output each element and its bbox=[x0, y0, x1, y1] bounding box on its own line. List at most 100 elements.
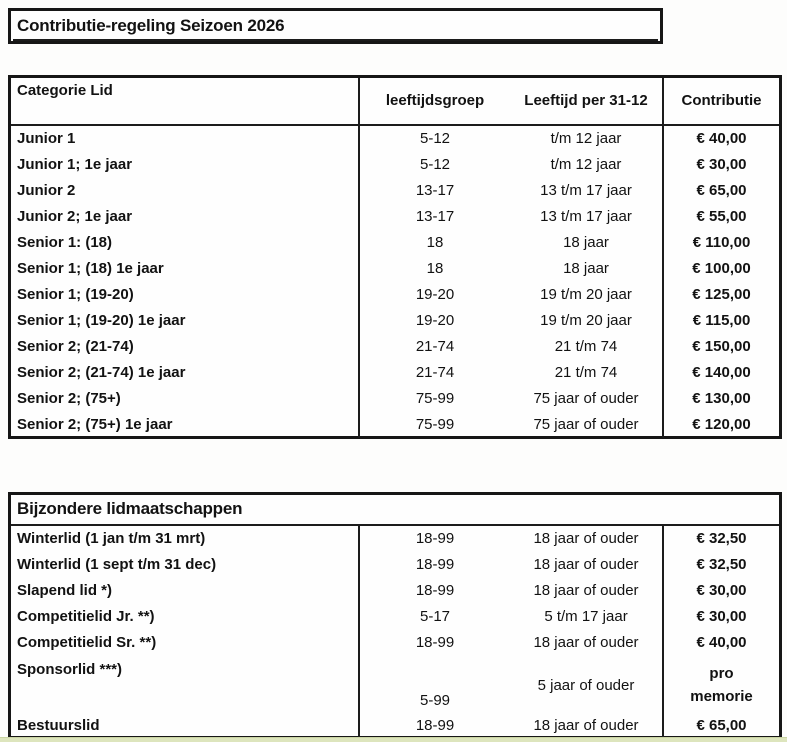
age-at-dec31: 18 jaar bbox=[563, 260, 609, 277]
age-group: 5-12 bbox=[419, 130, 451, 147]
age-at-dec31: 5 t/m 17 jaar bbox=[544, 608, 628, 625]
age-group: 13-17 bbox=[415, 182, 455, 199]
header-age-group: leeftijdsgroep bbox=[385, 92, 485, 109]
member-category: Senior 1; (19-20) 1e jaar bbox=[11, 308, 360, 334]
age-group: 18-99 bbox=[415, 634, 455, 651]
member-category: Senior 1; (18) 1e jaar bbox=[11, 256, 360, 282]
table-row: Senior 2; (21-74) 21-74 21 t/m 74 € 150,… bbox=[11, 334, 779, 360]
age-at-dec31: 13 t/m 17 jaar bbox=[540, 208, 632, 225]
fee-amount: € 40,00 bbox=[662, 630, 779, 656]
table-row: Slapend lid *) 18-99 18 jaar of ouder € … bbox=[11, 578, 779, 604]
age-at-dec31: 19 t/m 20 jaar bbox=[540, 286, 632, 303]
table-row: Bestuurslid 18-99 18 jaar of ouder € 65,… bbox=[11, 714, 779, 738]
fee-amount: € 55,00 bbox=[662, 204, 779, 230]
age-group: 75-99 bbox=[415, 416, 455, 433]
age-at-dec31: 18 jaar of ouder bbox=[533, 717, 639, 734]
header-fee: Contributie bbox=[662, 78, 779, 124]
member-category: Bestuurslid bbox=[11, 714, 360, 738]
fee-amount: € 30,00 bbox=[662, 578, 779, 604]
table-row: Winterlid (1 sept t/m 31 dec) 18-99 18 j… bbox=[11, 552, 779, 578]
document-title-box: Contributie-regeling Seizoen 2026 bbox=[8, 8, 663, 44]
table-row: Junior 2; 1e jaar 13-17 13 t/m 17 jaar €… bbox=[11, 204, 779, 230]
member-category: Junior 1; 1e jaar bbox=[11, 152, 360, 178]
fee-amount: € 140,00 bbox=[662, 360, 779, 386]
table-row: Junior 1; 1e jaar 5-12 t/m 12 jaar € 30,… bbox=[11, 152, 779, 178]
header-age-per-dec31: Leeftijd per 31-12 bbox=[524, 92, 648, 109]
age-at-dec31: 75 jaar of ouder bbox=[533, 390, 639, 407]
age-at-dec31: 19 t/m 20 jaar bbox=[540, 312, 632, 329]
age-at-dec31: 18 jaar of ouder bbox=[533, 582, 639, 599]
age-at-dec31: 18 jaar of ouder bbox=[533, 530, 639, 547]
age-group: 5-17 bbox=[419, 608, 451, 625]
fee-amount: € 125,00 bbox=[662, 282, 779, 308]
fee-amount: € 130,00 bbox=[662, 386, 779, 412]
age-at-dec31: 5 jaar of ouder bbox=[537, 676, 635, 694]
member-category: Senior 2; (21-74) bbox=[11, 334, 360, 360]
age-at-dec31: 21 t/m 74 bbox=[554, 364, 618, 381]
table-row: Senior 2; (75+) 75-99 75 jaar of ouder €… bbox=[11, 386, 779, 412]
table-row: Competitielid Sr. **) 18-99 18 jaar of o… bbox=[11, 630, 779, 656]
fee-amount: € 110,00 bbox=[662, 230, 779, 256]
fee-amount: € 32,50 bbox=[662, 526, 779, 552]
age-group: 5-12 bbox=[419, 156, 451, 173]
header-category: Categorie Lid bbox=[11, 78, 360, 124]
member-category: Competitielid Jr. **) bbox=[11, 604, 360, 630]
table-header-row: Categorie Lid leeftijdsgroep Leeftijd pe… bbox=[11, 78, 779, 126]
age-at-dec31: 13 t/m 17 jaar bbox=[540, 182, 632, 199]
table-row: Senior 2; (21-74) 1e jaar 21-74 21 t/m 7… bbox=[11, 360, 779, 386]
age-group: 21-74 bbox=[415, 338, 455, 355]
special-memberships-table: Bijzondere lidmaatschappen Winterlid (1 … bbox=[8, 492, 782, 739]
age-group: 19-20 bbox=[415, 286, 455, 303]
fee-amount: € 32,50 bbox=[662, 552, 779, 578]
member-category: Winterlid (1 jan t/m 31 mrt) bbox=[11, 526, 360, 552]
contribution-table: Categorie Lid leeftijdsgroep Leeftijd pe… bbox=[8, 75, 782, 439]
age-group: 18-99 bbox=[415, 530, 455, 547]
special-table-title: Bijzondere lidmaatschappen bbox=[11, 495, 779, 526]
age-at-dec31: t/m 12 jaar bbox=[550, 156, 622, 173]
member-category: Senior 2; (75+) 1e jaar bbox=[11, 412, 360, 438]
table-row: Winterlid (1 jan t/m 31 mrt) 18-99 18 ja… bbox=[11, 526, 779, 552]
fee-amount: € 115,00 bbox=[662, 308, 779, 334]
age-at-dec31: 18 jaar of ouder bbox=[533, 634, 639, 651]
member-category: Winterlid (1 sept t/m 31 dec) bbox=[11, 552, 360, 578]
member-category: Junior 2; 1e jaar bbox=[11, 204, 360, 230]
fee-amount: € 40,00 bbox=[662, 126, 779, 152]
member-category: Senior 1: (18) bbox=[11, 230, 360, 256]
fee-amount: € 150,00 bbox=[662, 334, 779, 360]
fee-amount: € 30,00 bbox=[662, 152, 779, 178]
age-at-dec31: t/m 12 jaar bbox=[550, 130, 622, 147]
age-group: 5-99 bbox=[419, 692, 451, 709]
table-row: Senior 1; (19-20) 19-20 19 t/m 20 jaar €… bbox=[11, 282, 779, 308]
age-group: 18-99 bbox=[415, 582, 455, 599]
age-at-dec31: 21 t/m 74 bbox=[554, 338, 618, 355]
member-category: Senior 2; (75+) bbox=[11, 386, 360, 412]
age-group: 21-74 bbox=[415, 364, 455, 381]
scan-edge-strip bbox=[0, 737, 787, 742]
table-row: Senior 1; (19-20) 1e jaar 19-20 19 t/m 2… bbox=[11, 308, 779, 334]
fee-amount: € 65,00 bbox=[662, 714, 779, 738]
age-group: 19-20 bbox=[415, 312, 455, 329]
table-row: Junior 1 5-12 t/m 12 jaar € 40,00 bbox=[11, 126, 779, 152]
member-category: Competitielid Sr. **) bbox=[11, 630, 360, 656]
table-row: Competitielid Jr. **) 5-17 5 t/m 17 jaar… bbox=[11, 604, 779, 630]
member-category: Sponsorlid ***) bbox=[11, 656, 360, 714]
age-group: 18 bbox=[426, 260, 444, 277]
age-at-dec31: 75 jaar of ouder bbox=[533, 416, 639, 433]
table-row: Sponsorlid ***) 5-99 5 jaar of ouder pro… bbox=[11, 656, 779, 714]
table-row: Senior 2; (75+) 1e jaar 75-99 75 jaar of… bbox=[11, 412, 779, 438]
age-group: 18 bbox=[426, 234, 444, 251]
age-at-dec31: 18 jaar of ouder bbox=[533, 556, 639, 573]
age-group: 13-17 bbox=[415, 208, 455, 225]
member-category: Slapend lid *) bbox=[11, 578, 360, 604]
table-row: Senior 1: (18) 18 18 jaar € 110,00 bbox=[11, 230, 779, 256]
fee-amount: € 120,00 bbox=[662, 412, 779, 438]
member-category: Junior 2 bbox=[11, 178, 360, 204]
member-category: Senior 1; (19-20) bbox=[11, 282, 360, 308]
table-row: Senior 1; (18) 1e jaar 18 18 jaar € 100,… bbox=[11, 256, 779, 282]
age-group: 18-99 bbox=[415, 556, 455, 573]
member-category: Junior 1 bbox=[11, 126, 360, 152]
fee-amount: € 30,00 bbox=[662, 604, 779, 630]
table-row: Junior 2 13-17 13 t/m 17 jaar € 65,00 bbox=[11, 178, 779, 204]
fee-amount: € 65,00 bbox=[662, 178, 779, 204]
